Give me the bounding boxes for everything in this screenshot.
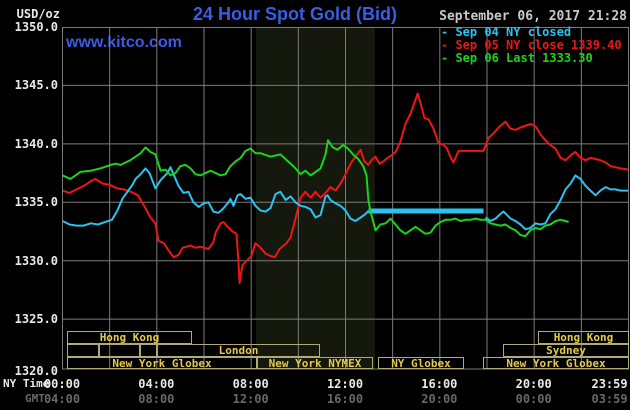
- y-tick-label: 1320.0: [14, 364, 58, 378]
- page-title: 24 Hour Spot Gold (Bid): [193, 4, 397, 24]
- gmt-time-tick-label: 12:00: [232, 392, 269, 406]
- chart-legend: - Sep 04 NY closed - Sep 05 NY close 1339…: [441, 26, 622, 65]
- session-box-ny-globex: NY Globex: [378, 357, 464, 370]
- ny-time-tick-label: 00:00: [43, 377, 81, 391]
- gmt-time-tick-label: 08:00: [138, 392, 175, 406]
- series-line: [62, 166, 370, 227]
- ny-time-tick-label: 04:00: [138, 377, 175, 391]
- gmt-time-tick-label: 00:00: [515, 392, 552, 406]
- gmt-axis-caption: GMT: [25, 392, 45, 405]
- legend-entry: - Sep 06 Last 1333.30: [441, 51, 593, 65]
- series-line: [62, 139, 569, 238]
- session-box-hong-kong: Hong Kong: [538, 331, 629, 344]
- session-box: [140, 344, 157, 357]
- y-tick-label: 1325.0: [14, 312, 58, 327]
- session-box-hong-kong: Hong Kong: [67, 331, 192, 344]
- session-box-london: London: [157, 344, 320, 357]
- y-tick-label: 1350.0: [14, 20, 58, 34]
- gmt-time-tick-label: 04:00: [43, 392, 81, 406]
- gmt-time-tick-label: 16:00: [326, 392, 364, 406]
- session-box-sydney: Sydney: [503, 344, 629, 357]
- gmt-time-tick-label: 03:59: [591, 392, 628, 406]
- legend-entry: - Sep 04 NY closed: [441, 25, 572, 39]
- session-box-new-york-globex: New York Globex: [483, 357, 629, 370]
- session-box-new-york-nymex: New York NYMEX: [257, 357, 373, 370]
- ny-time-axis-caption: NY Time: [3, 377, 50, 390]
- session-box: [67, 344, 99, 357]
- legend-entry: - Sep 05 NY close 1339.40: [441, 38, 622, 52]
- y-axis-unit-label: USD/oz: [16, 7, 60, 21]
- ny-time-tick-label: 23:59: [591, 377, 628, 391]
- session-box: [99, 344, 140, 357]
- kitco-watermark-link[interactable]: www.kitco.com: [66, 34, 182, 51]
- gmt-time-tick-label: 20:00: [421, 392, 458, 406]
- y-tick-label: 1340.0: [14, 136, 58, 151]
- ny-time-tick-label: 20:00: [515, 377, 552, 391]
- y-tick-label: 1335.0: [14, 195, 58, 210]
- session-box-new-york-globex: New York Globex: [67, 357, 257, 370]
- chart-timestamp: September 06, 2017 21:28: [439, 9, 627, 24]
- ny-time-tick-label: 12:00: [326, 377, 364, 391]
- plot-border: [62, 27, 629, 370]
- y-tick-label: 1330.0: [14, 253, 58, 268]
- ny-time-tick-label: 08:00: [232, 377, 269, 391]
- nymex-session-band: [255, 28, 375, 369]
- series-line: [62, 92, 629, 284]
- y-tick-label: 1345.0: [14, 78, 58, 93]
- series-line: [485, 174, 629, 231]
- chart-svg: [62, 27, 629, 370]
- ny-time-tick-label: 16:00: [421, 377, 458, 391]
